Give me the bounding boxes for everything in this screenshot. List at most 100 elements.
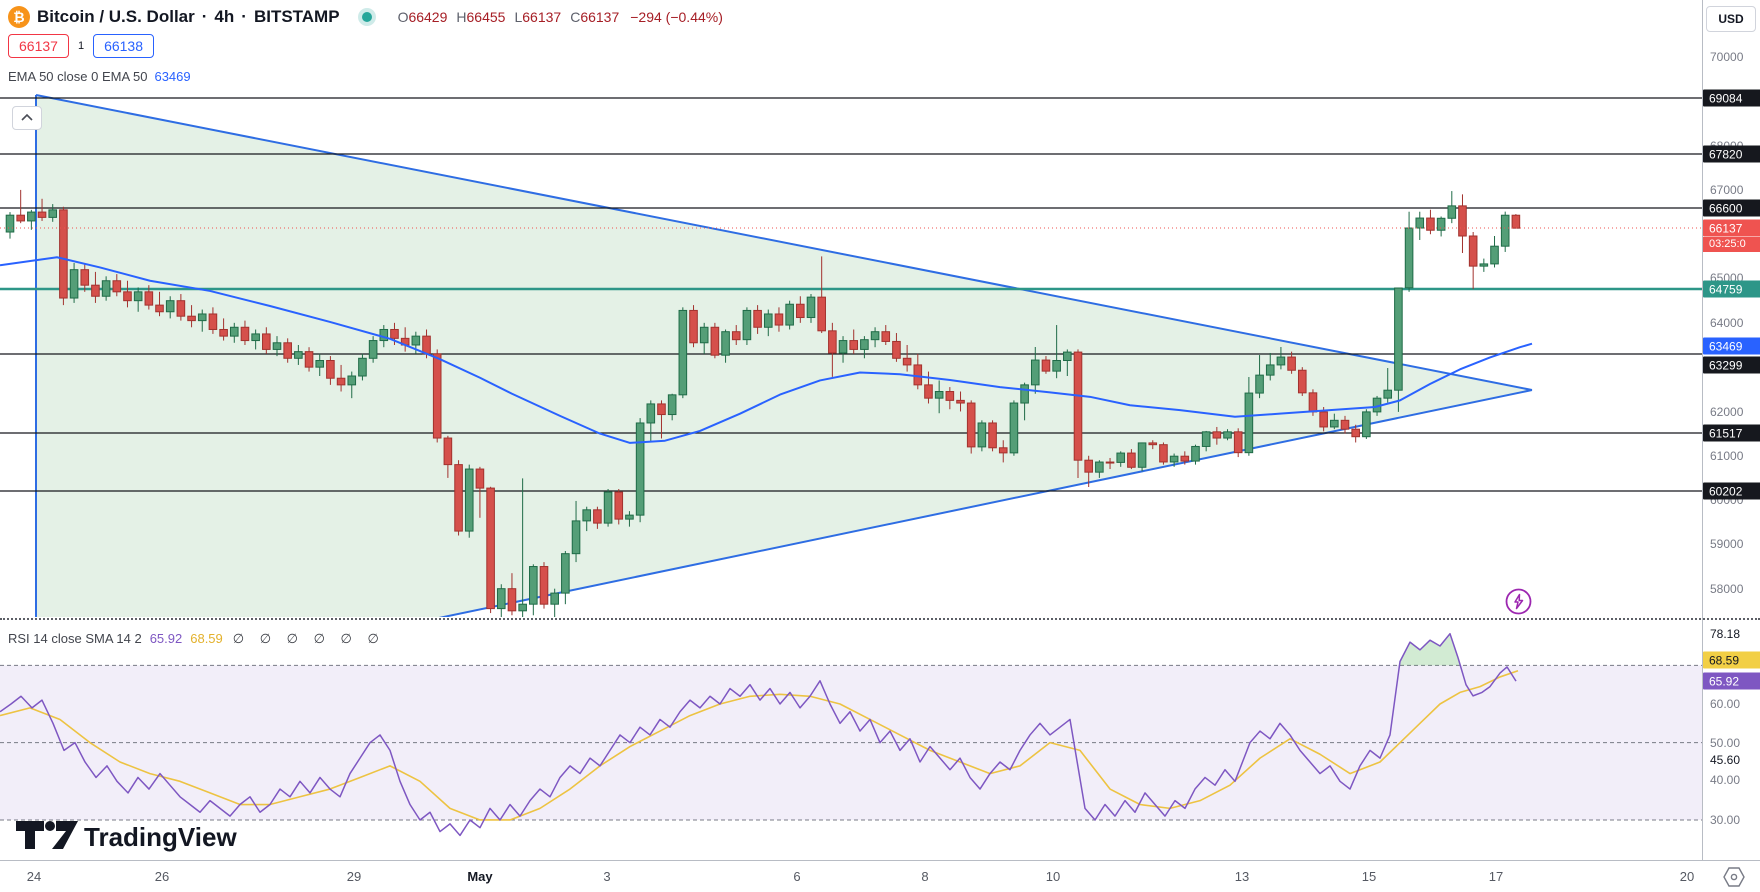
candle-body [1276, 356, 1286, 366]
time-tick-label: 20 [1679, 869, 1695, 884]
candle-body [1458, 205, 1467, 237]
candle-body [721, 331, 730, 356]
bitcoin-icon: ₿ [8, 6, 30, 28]
candle-body [326, 360, 335, 379]
candle-body [892, 340, 901, 359]
candle-body [176, 300, 186, 317]
time-scale[interactable]: 24 26 29 May 3 6 8 10 13 15 17 20 [0, 860, 1760, 892]
candle-body [550, 592, 559, 605]
candle-body [37, 211, 47, 218]
session-clock-icon[interactable] [1722, 866, 1746, 888]
price-badge: 69084 [1703, 89, 1760, 107]
chart-canvas[interactable] [0, 0, 1702, 860]
candle-body [1191, 445, 1200, 462]
candle-body [1105, 461, 1115, 464]
candle-body [614, 491, 624, 520]
price-tick-label: 62000 [1710, 405, 1744, 419]
time-tick-label: 13 [1234, 869, 1250, 884]
candle-body [101, 280, 111, 297]
rsi-overbought-fill [1399, 633, 1461, 666]
separator-dot: · [241, 7, 247, 26]
price-scale[interactable]: 7000068000670006500064000620006100060000… [1702, 0, 1760, 860]
rsi-legend-label: RSI 14 close SMA 14 2 [8, 631, 142, 646]
candle-body [272, 342, 282, 350]
chevron-up-icon [21, 113, 33, 121]
candle-body [1426, 217, 1435, 231]
candle-body [828, 330, 837, 354]
candle-body [934, 391, 944, 399]
ema-legend-value: 63469 [154, 69, 191, 84]
candle-body [144, 291, 154, 306]
candle-body [1137, 442, 1147, 468]
price-badge: 66600 [1703, 199, 1760, 217]
sell-button[interactable]: 66137 [8, 34, 69, 58]
quick-action-button[interactable] [1505, 588, 1532, 615]
rsi-legend[interactable]: RSI 14 close SMA 14 2 65.92 68.59 ∅ ∅ ∅ ∅ ∅… [8, 631, 385, 647]
rsi-axis-label: 45.60 [1710, 753, 1741, 767]
candle-body [860, 339, 869, 350]
interval-label[interactable]: 4h [214, 7, 235, 26]
price-tick-label: 61000 [1710, 449, 1744, 463]
candle-body [593, 509, 602, 524]
candle-body [753, 309, 762, 328]
candle-body [1030, 359, 1040, 386]
separator-dot: · [201, 7, 208, 26]
candle-body [91, 284, 100, 297]
candle-body [518, 603, 527, 612]
price-badge: 61517 [1703, 424, 1760, 442]
candle-body [1319, 411, 1328, 428]
candle-body [1265, 364, 1275, 376]
candle-body [539, 566, 549, 605]
candle-body [742, 309, 752, 341]
rsi-axis-label: 40.00 [1710, 773, 1741, 787]
tradingview-logo[interactable]: TradingView [14, 817, 274, 853]
candle-body [1127, 452, 1136, 468]
candle-body [1244, 392, 1254, 454]
candle-body [112, 280, 122, 293]
candle-body [603, 491, 613, 524]
exchange-label[interactable]: BITSTAMP [253, 7, 340, 26]
buy-button[interactable]: 66138 [93, 34, 154, 58]
candle-body [561, 553, 570, 594]
candle-body [1223, 431, 1232, 439]
triangle-upper-trendline [35, 94, 1533, 391]
candle-body [1255, 374, 1264, 394]
candle-body [454, 464, 463, 532]
candle-body [1330, 419, 1339, 428]
candle-body [998, 447, 1008, 454]
rsi-sma-value: 68.59 [190, 631, 223, 646]
candle-body [358, 357, 367, 377]
spread-value: 1 [77, 40, 85, 52]
lightning-icon [1505, 588, 1532, 615]
candle-body [1436, 217, 1446, 231]
rsi-line [0, 632, 1517, 837]
time-tick-label: May [467, 869, 493, 884]
symbol-title[interactable]: Bitcoin / U.S. Dollar [37, 7, 195, 26]
triangle-pattern-fill [36, 95, 1532, 617]
symbol-header: ₿ Bitcoin / U.S. Dollar · 4h · BITSTAMP … [8, 5, 723, 29]
candle-body [785, 303, 794, 326]
currency-button[interactable]: USD [1706, 6, 1756, 32]
candle-body [817, 296, 826, 332]
collapse-pane-button[interactable] [12, 106, 42, 130]
ema-legend[interactable]: EMA 50 close 0 EMA 50 63469 [8, 69, 191, 84]
candle-body [1340, 419, 1350, 430]
candle-body [988, 422, 997, 449]
bid-ask-row: 66137 1 66138 [8, 34, 154, 58]
candle-body [1084, 459, 1093, 473]
rsi-sma-line [0, 670, 1519, 821]
candle-body [1351, 428, 1360, 438]
time-tick-label: 8 [921, 869, 929, 884]
candle-body [496, 588, 506, 610]
candle-body [667, 394, 677, 416]
candle-body [1159, 444, 1168, 463]
bar-countdown: 03:25:0 [1703, 236, 1760, 252]
candle-body [1201, 431, 1211, 447]
time-tick-label: 24 [26, 869, 42, 884]
candle-body [806, 296, 816, 319]
pane-separator[interactable] [0, 618, 1760, 620]
candle-body [283, 342, 292, 359]
candle-body [1287, 356, 1296, 371]
candle-body [1511, 214, 1521, 229]
candle-body [582, 509, 592, 522]
